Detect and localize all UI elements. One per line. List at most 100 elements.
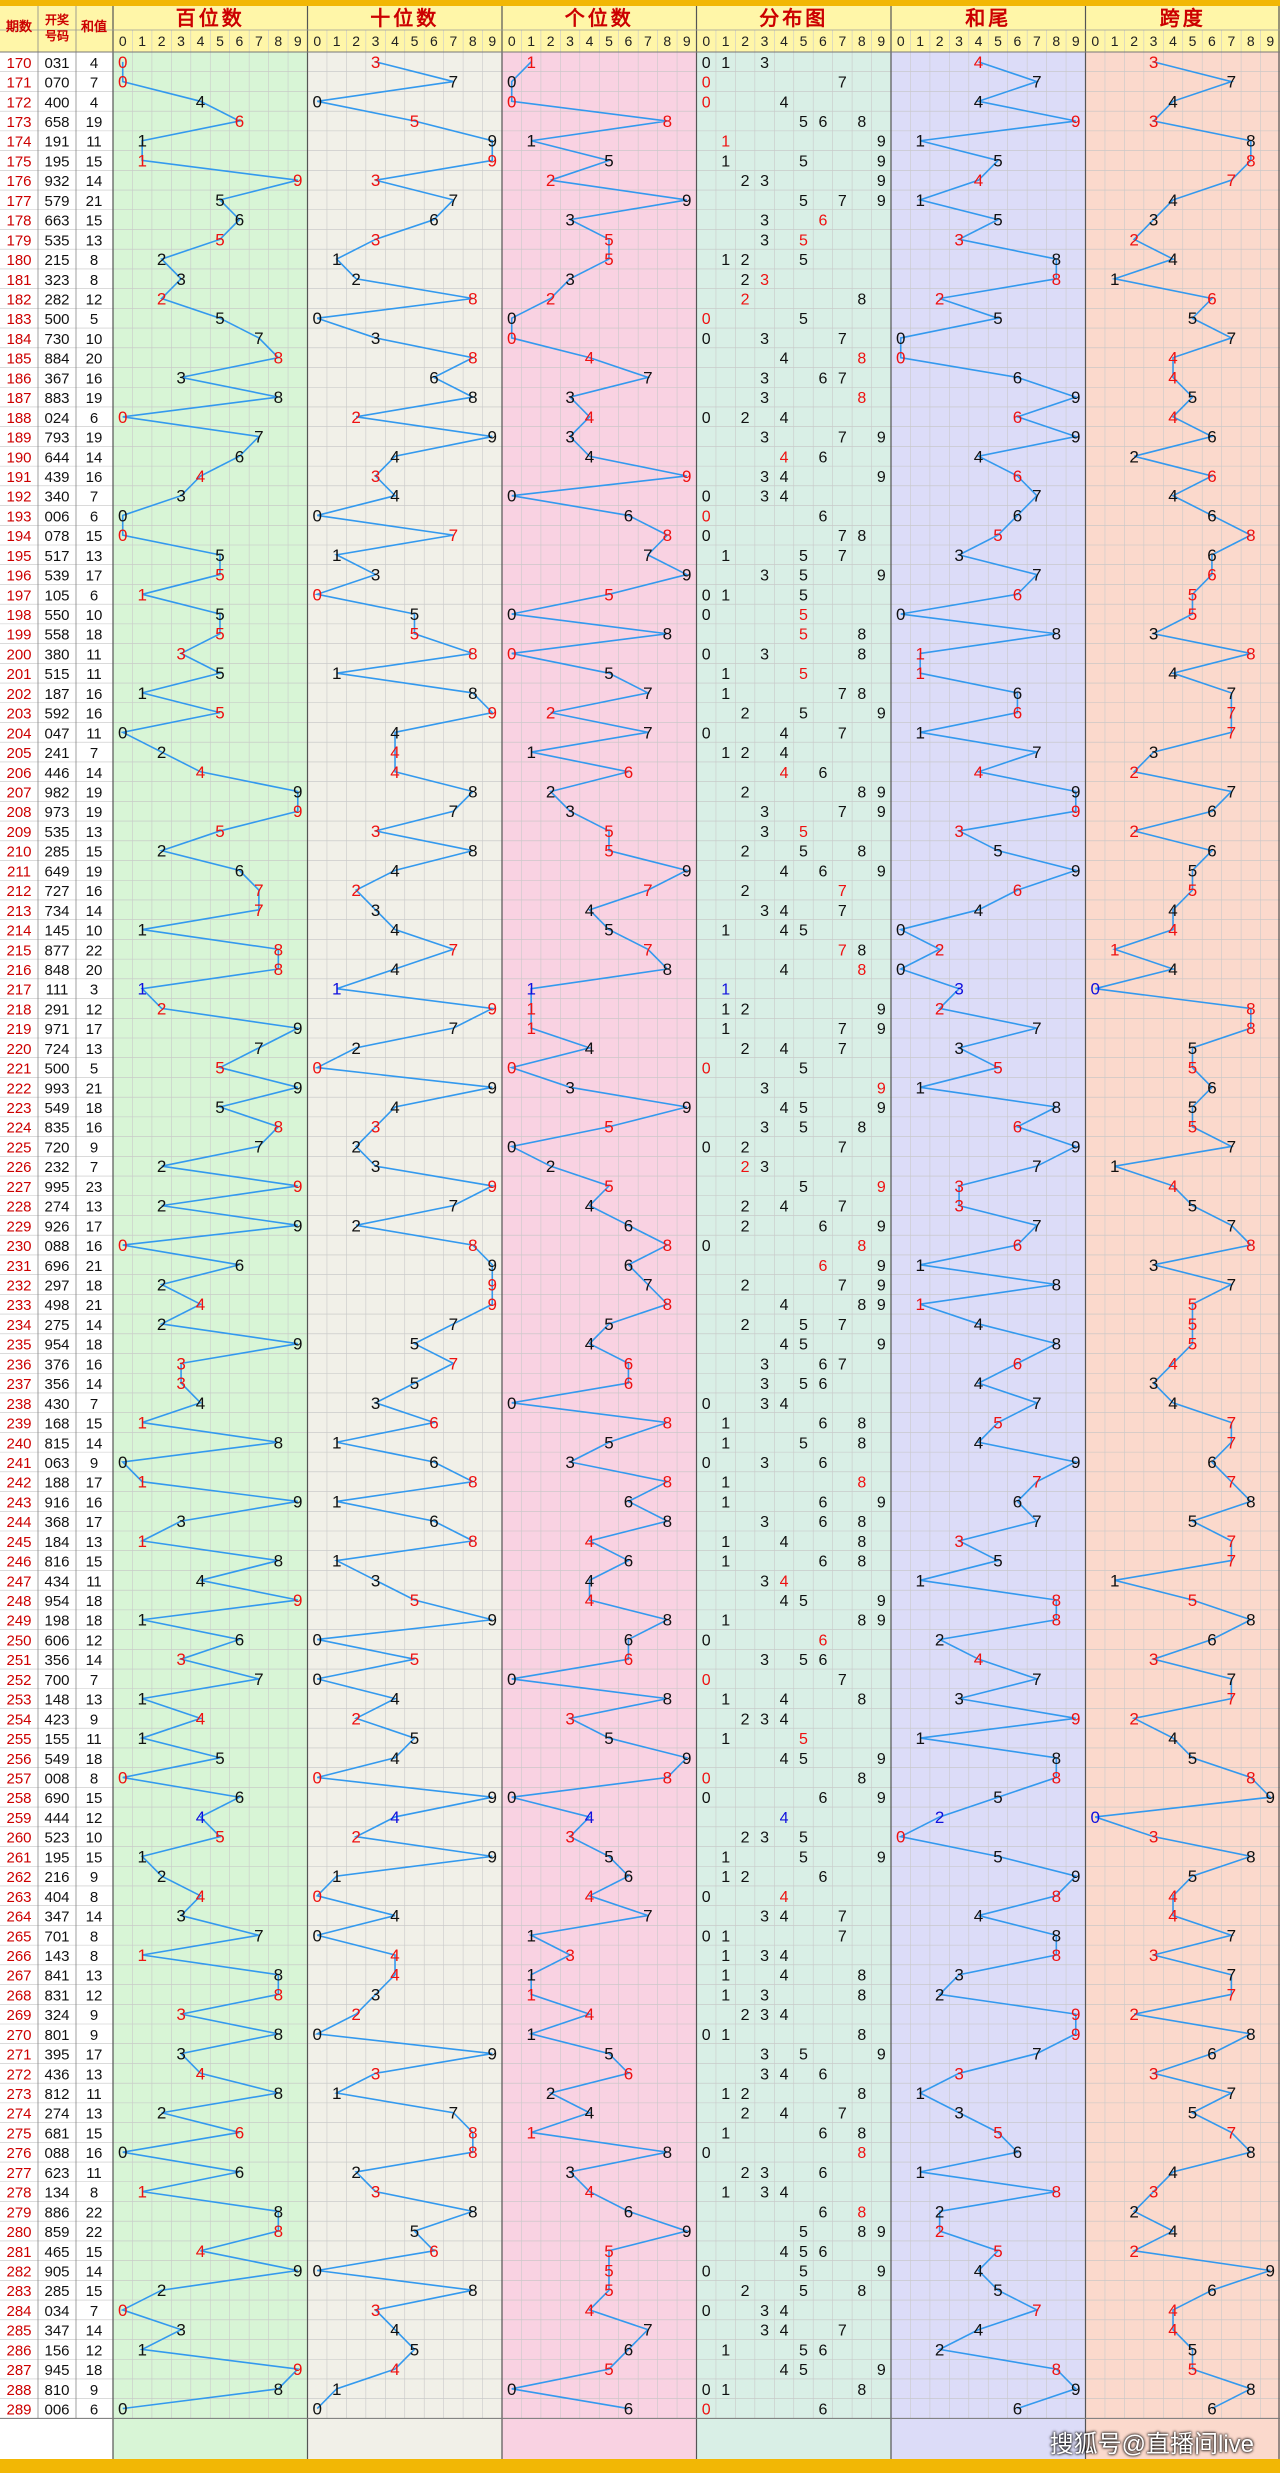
- ones-digit-mark: 5: [604, 921, 613, 940]
- distribution-digit-mark: 6: [818, 1455, 827, 1472]
- hundreds-digit-mark: 3: [176, 1650, 185, 1669]
- hundreds-digit-mark: 0: [118, 1769, 127, 1788]
- ones-digit-mark: 5: [604, 2242, 613, 2261]
- ones-digit-mark: 5: [604, 1729, 613, 1748]
- hundreds-digit-mark: 4: [196, 2064, 205, 2083]
- draw-cell: 439: [44, 469, 69, 486]
- distribution-digit-mark: 3: [760, 1573, 769, 1590]
- hundreds-digit-mark: 5: [215, 822, 224, 841]
- ones-digit-mark: 6: [624, 1216, 633, 1235]
- draw-cell: 859: [44, 2224, 69, 2241]
- distribution-digit-mark: 9: [877, 1593, 886, 1610]
- period-cell: 230: [6, 1238, 31, 1255]
- distribution-digit-mark: 3: [760, 2303, 769, 2320]
- period-cell: 289: [6, 2402, 31, 2419]
- sum-cell: 15: [86, 2244, 103, 2261]
- distribution-digit-mark: 9: [877, 1751, 886, 1768]
- distribution-digit-mark: 2: [741, 706, 750, 723]
- span-digit-mark: 4: [1168, 2222, 1177, 2241]
- distribution-digit-mark: 2: [741, 745, 750, 762]
- sum_tail-digit-mark: 7: [1032, 743, 1041, 762]
- distribution-digit-mark: 5: [799, 2224, 808, 2241]
- distribution-digit-mark: 8: [857, 528, 866, 545]
- distribution-digit-mark: 8: [857, 390, 866, 407]
- draw-cell: 324: [44, 2007, 69, 2024]
- ones-digit-mark: 6: [624, 2064, 633, 2083]
- draw-cell: 720: [44, 1139, 69, 1156]
- period-cell: 233: [6, 1297, 31, 1314]
- sum_tail-digit-mark: 3: [954, 1690, 963, 1709]
- bottom-band: [0, 2459, 1280, 2473]
- sum_tail-digit-mark: 1: [915, 1295, 924, 1314]
- ones-digit-mark: 0: [507, 487, 516, 506]
- draw-cell: 148: [44, 1692, 69, 1709]
- span-digit-mark: 3: [1149, 743, 1158, 762]
- span-digit-mark: 5: [1188, 1867, 1197, 1886]
- distribution-digit-mark: 4: [780, 410, 789, 427]
- period-cell: 238: [6, 1396, 31, 1413]
- distribution-digit-mark: 7: [838, 1041, 847, 1058]
- ones-digit-mark: 8: [663, 1236, 672, 1255]
- sum-cell: 17: [86, 1021, 103, 1038]
- distribution-digit-mark: 9: [877, 804, 886, 821]
- span-digit-mark: 2: [1129, 1709, 1138, 1728]
- tens-digit-mark: 8: [468, 684, 477, 703]
- tens-digit-mark: 4: [390, 2321, 399, 2340]
- sum_tail-digit-mark: 0: [896, 1828, 905, 1847]
- distribution-digit-mark: 0: [702, 75, 711, 92]
- sum_tail-digit-mark: 3: [954, 230, 963, 249]
- distribution-digit-mark: 3: [760, 1396, 769, 1413]
- span-digit-mark: 7: [1227, 1473, 1236, 1492]
- hundreds-digit-mark: 6: [235, 861, 244, 880]
- period-cell: 190: [6, 449, 31, 466]
- period-cell: 180: [6, 252, 31, 269]
- sum-cell: 15: [86, 1416, 103, 1433]
- sum-cell: 9: [90, 1455, 98, 1472]
- span-digit-mark: 8: [1246, 151, 1255, 170]
- sum-cell: 11: [86, 2165, 102, 2182]
- draw-cell: 517: [44, 548, 69, 565]
- sum-cell: 16: [86, 1356, 103, 1373]
- tens-digit-mark: 3: [371, 1118, 380, 1137]
- span-digit-mark: 8: [1246, 2025, 1255, 2044]
- distribution-digit-mark: 1: [721, 2382, 730, 2399]
- distribution-digit-mark: 6: [818, 2125, 827, 2142]
- sum-cell: 12: [86, 1001, 103, 1018]
- tens-digit-mark: 0: [312, 1769, 321, 1788]
- hundreds-digit-mark: 6: [235, 1788, 244, 1807]
- tens-digit-mark: 1: [332, 2084, 341, 2103]
- sum-cell: 17: [86, 2047, 103, 2064]
- hundreds-digit-mark: 8: [274, 1966, 283, 1985]
- sum-cell: 14: [86, 2264, 103, 2281]
- period-cell: 179: [6, 232, 31, 249]
- span-digit-mark: 6: [1207, 802, 1216, 821]
- tens-digit-mark: 0: [312, 309, 321, 328]
- header-digit-label: 9: [1266, 33, 1274, 49]
- span-digit-mark: 6: [1207, 546, 1216, 565]
- ones-digit-mark: 0: [507, 1394, 516, 1413]
- hundreds-digit-mark: 0: [118, 2301, 127, 2320]
- span-digit-mark: 5: [1188, 1315, 1197, 1334]
- distribution-digit-mark: 4: [780, 1948, 789, 1965]
- period-cell: 195: [6, 548, 31, 565]
- hundreds-digit-mark: 4: [196, 1394, 205, 1413]
- sum-cell: 18: [86, 1613, 103, 1630]
- hundreds-digit-mark: 5: [215, 309, 224, 328]
- draw-cell: 215: [44, 252, 69, 269]
- period-cell: 259: [6, 1810, 31, 1827]
- distribution-digit-mark: 4: [780, 1909, 789, 1926]
- span-digit-mark: 3: [1149, 1374, 1158, 1393]
- sum_tail-digit-mark: 5: [993, 211, 1002, 230]
- span-digit-mark: 6: [1207, 2045, 1216, 2064]
- period-cell: 276: [6, 2145, 31, 2162]
- span-digit-mark: 6: [1207, 2281, 1216, 2300]
- sum-cell: 11: [86, 1573, 102, 1590]
- ones-digit-mark: 5: [604, 822, 613, 841]
- hundreds-digit-mark: 6: [235, 1630, 244, 1649]
- period-cell: 214: [6, 923, 31, 940]
- distribution-digit-mark: 4: [780, 923, 789, 940]
- distribution-digit-mark: 4: [780, 1968, 789, 1985]
- hundreds-digit-mark: 5: [215, 1828, 224, 1847]
- hundreds-digit-mark: 2: [157, 1276, 166, 1295]
- ones-digit-mark: 9: [682, 566, 691, 585]
